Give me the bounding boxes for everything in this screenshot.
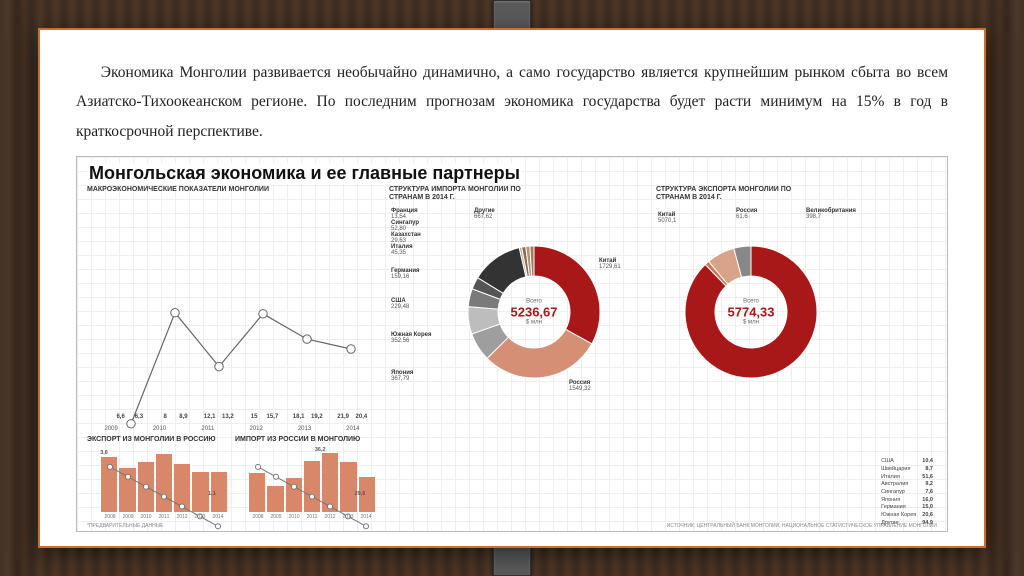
slide-card: Экономика Монголии развивается необычайн… — [38, 28, 986, 548]
macro-chart: 6,66,388,912,113,21515,718,119,221,920,4… — [87, 198, 377, 432]
footer-right: ИСТОЧНИК: ЦЕНТРАЛЬНЫЙ БАНК МОНГОЛИИ, НАЦ… — [667, 523, 937, 529]
macro-subtitle: МАКРОЭКОНОМИЧЕСКИЕ ПОКАЗАТЕЛИ МОНГОЛИИ — [87, 186, 377, 194]
infographic-panel: Монгольская экономика и ее главные партн… — [76, 156, 948, 532]
import-russia-chart: ИМПОРТ ИЗ РОССИИ В МОНГОЛИЮ 36,229,62008… — [235, 436, 377, 522]
export-russia-chart: ЭКСПОРТ ИЗ МОНГОЛИИ В РОССИЮ 3,61,120082… — [87, 436, 229, 522]
intro-paragraph: Экономика Монголии развивается необычайн… — [76, 58, 948, 146]
footer-left: *ПРЕДВАРИТЕЛЬНЫЕ ДАННЫЕ — [87, 523, 163, 529]
infographic-title: Монгольская экономика и ее главные партн… — [87, 163, 522, 184]
import-donut-area: СТРУКТУРА ИМПОРТА МОНГОЛИИ ПО СТРАНАМ В … — [389, 186, 644, 522]
left-column: МАКРОЭКОНОМИЧЕСКИЕ ПОКАЗАТЕЛИ МОНГОЛИИ 6… — [87, 186, 377, 522]
export-donut-area: СТРУКТУРА ЭКСПОРТА МОНГОЛИИ ПО СТРАНАМ В… — [656, 186, 937, 522]
